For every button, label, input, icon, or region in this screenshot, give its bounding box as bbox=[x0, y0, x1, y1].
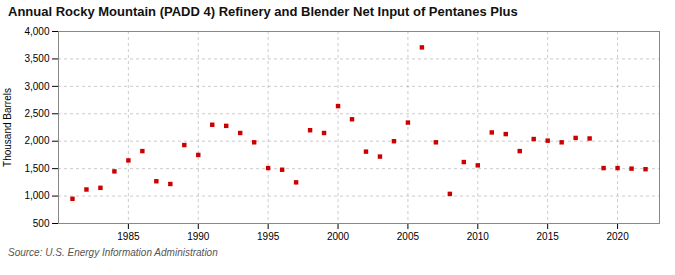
svg-text:4,000: 4,000 bbox=[24, 26, 49, 37]
svg-text:2020: 2020 bbox=[606, 231, 629, 242]
svg-text:2,000: 2,000 bbox=[24, 135, 49, 146]
svg-text:1985: 1985 bbox=[117, 231, 140, 242]
svg-text:2000: 2000 bbox=[327, 231, 350, 242]
svg-text:1995: 1995 bbox=[257, 231, 280, 242]
svg-text:2,500: 2,500 bbox=[24, 108, 49, 119]
svg-text:2015: 2015 bbox=[537, 231, 560, 242]
svg-text:2010: 2010 bbox=[467, 231, 490, 242]
svg-text:500: 500 bbox=[33, 218, 50, 229]
svg-text:1,000: 1,000 bbox=[24, 190, 49, 201]
svg-text:1990: 1990 bbox=[187, 231, 210, 242]
html-text:Source: U.S. Energy Informatio: Source: U.S. Energy Information Administ… bbox=[8, 247, 218, 258]
svg-text:3,500: 3,500 bbox=[24, 53, 49, 64]
svg-text:1,500: 1,500 bbox=[24, 163, 49, 174]
svg-text:2005: 2005 bbox=[397, 231, 420, 242]
svg-text:3,000: 3,000 bbox=[24, 81, 49, 92]
html-text:Annual Rocky Mountain (PADD 4): Annual Rocky Mountain (PADD 4) Refinery … bbox=[8, 4, 518, 19]
svg-text:Thousand Barrels: Thousand Barrels bbox=[2, 88, 13, 167]
